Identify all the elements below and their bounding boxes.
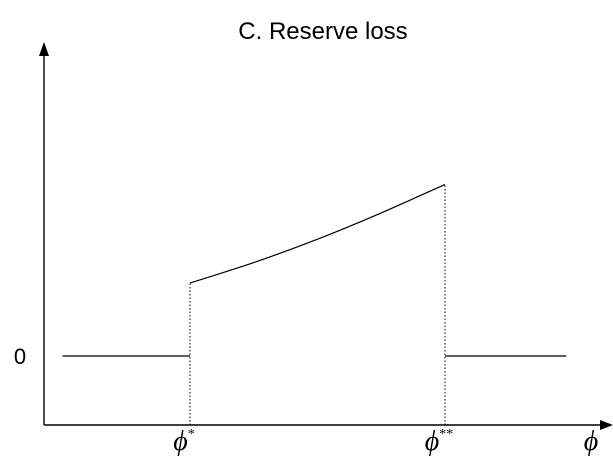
axes [39, 42, 613, 430]
x-tick-label-1: ϕ* [173, 426, 195, 457]
x-tick-labels: ϕ* ϕ** [173, 426, 453, 457]
guide-lines [189, 184, 446, 425]
y-tick-label-1: 0 [14, 344, 26, 369]
y-tick-labels: 0 [14, 344, 26, 369]
series-lines [62, 183, 567, 357]
series-segment-2 [189, 183, 446, 284]
y-axis-arrow-icon [39, 42, 49, 56]
x-axis-arrow-icon [600, 420, 613, 430]
x-axis-label: ϕ [584, 426, 599, 457]
chart-title: C. Reserve loss [238, 18, 407, 45]
x-tick-label-2: ϕ** [425, 426, 454, 457]
